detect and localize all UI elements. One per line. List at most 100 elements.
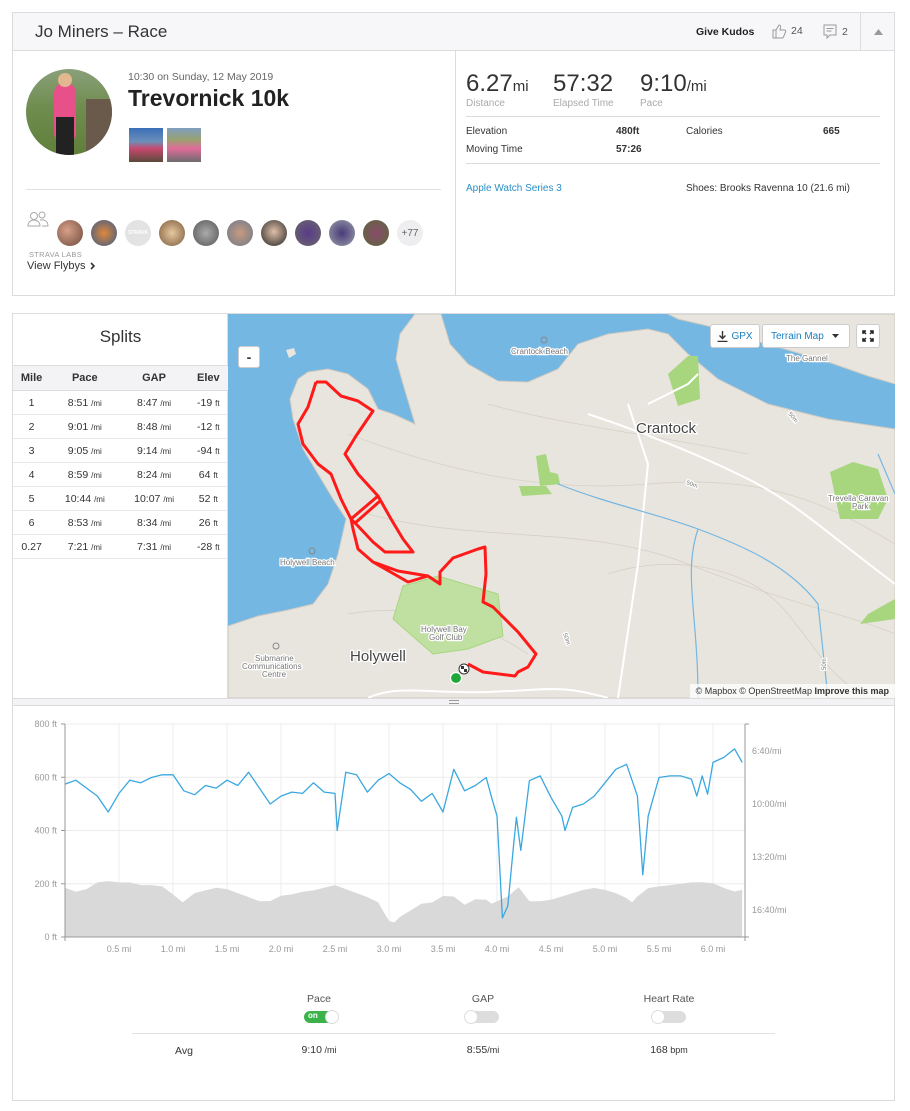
splits-header-gap: GAP — [119, 365, 189, 391]
elevation-pace-chart[interactable]: 0 ft 200 ft 400 ft 600 ft 800 ft 0.5 mi 1.0 mi… — [13, 706, 894, 971]
splits-header-elev: Elev — [188, 365, 228, 391]
split-pace: 8:53 /mi — [50, 510, 120, 535]
resize-handle[interactable] — [13, 698, 894, 706]
group-athlete-avatar[interactable]: STRAVA — [125, 220, 151, 246]
x-tick-label: 2.5 mi — [323, 944, 348, 954]
gap-toggle[interactable] — [464, 1010, 499, 1024]
collapse-button[interactable] — [861, 13, 895, 51]
device-link[interactable]: Apple Watch Series 3 — [466, 183, 562, 194]
split-pace-unit: /mi — [94, 494, 105, 504]
activity-photo[interactable] — [167, 128, 201, 162]
x-tick-label: 0.5 mi — [107, 944, 132, 954]
distance-label: Distance — [466, 98, 505, 109]
moving-time-label: Moving Time — [466, 144, 523, 155]
split-row[interactable]: 6 8:53 /mi 8:34 /mi 26 ft — [13, 510, 228, 535]
group-athlete-avatar[interactable] — [91, 220, 117, 246]
comment-count: 2 — [842, 25, 848, 38]
split-gap-value: 8:47 — [137, 396, 158, 409]
gpx-download-button[interactable]: GPX — [710, 324, 760, 348]
y-right-tick-label: 10:00/mi — [752, 799, 787, 809]
split-mile-value: 5 — [28, 492, 35, 505]
y-left-tick-label: 0 ft — [44, 932, 57, 942]
activity-photo[interactable] — [129, 128, 163, 162]
map-canvas[interactable]: Crantock Beach The Gannel Crantock Treve… — [228, 314, 895, 698]
split-pace: 9:01 /mi — [50, 414, 120, 439]
elevation-label: Elevation — [466, 126, 508, 137]
split-pace-unit: /mi — [91, 518, 102, 528]
group-athlete-avatar[interactable] — [159, 220, 185, 246]
split-elev: 26 ft — [188, 510, 228, 535]
chevron-right-icon — [90, 262, 96, 270]
improve-map-link[interactable]: Improve this map — [814, 686, 889, 696]
split-elev: -28 ft — [188, 534, 228, 559]
pace-label: Pace — [640, 98, 663, 109]
heart-rate-toggle[interactable] — [651, 1010, 686, 1024]
split-gap-value: 9:14 — [137, 444, 158, 457]
split-mile: 4 — [13, 462, 51, 487]
heart-rate-toggle-label: Heart Rate — [643, 993, 695, 1005]
map-label-holywell: Holywell — [350, 648, 406, 665]
pace-toggle[interactable]: on — [304, 1010, 339, 1024]
split-pace: 8:59 /mi — [50, 462, 120, 487]
group-athlete-avatar[interactable] — [227, 220, 253, 246]
more-athletes-button[interactable]: +77 — [397, 220, 423, 246]
map-type-dropdown[interactable]: Terrain Map — [762, 324, 850, 348]
avg-label: Avg — [175, 1045, 193, 1057]
route-line — [296, 380, 538, 678]
fullscreen-button[interactable] — [856, 324, 880, 348]
pace-unit: /mi — [686, 78, 707, 95]
split-mile: 2 — [13, 414, 51, 439]
group-athlete-avatar[interactable] — [363, 220, 389, 246]
split-elev-unit: ft — [215, 446, 220, 456]
map-streams — [557, 453, 895, 698]
comments-button[interactable]: 2 — [823, 24, 848, 39]
split-row[interactable]: 1 8:51 /mi 8:47 /mi -19 ft — [13, 390, 228, 415]
split-row[interactable]: 2 9:01 /mi 8:48 /mi -12 ft — [13, 414, 228, 439]
split-elev-unit: ft — [215, 422, 220, 432]
elapsed-value: 57:32 — [553, 70, 614, 97]
split-gap-value: 7:31 — [137, 540, 158, 553]
split-gap: 8:24 /mi — [119, 462, 189, 487]
distance-value: 6.27 — [466, 70, 513, 97]
give-kudos-button[interactable]: Give Kudos — [696, 26, 755, 38]
x-tick-label: 4.0 mi — [485, 944, 510, 954]
zoom-out-button[interactable]: - — [238, 346, 260, 368]
split-gap-unit: /mi — [160, 542, 172, 552]
activity-header-title: Jo Miners – Race — [35, 22, 168, 41]
split-elev-value: 64 — [198, 468, 211, 481]
view-flybys-link[interactable]: View Flybys — [27, 260, 96, 272]
group-athlete-avatar[interactable] — [261, 220, 287, 246]
split-row[interactable]: 3 9:05 /mi 9:14 /mi -94 ft — [13, 438, 228, 463]
kudos-button[interactable]: 24 — [771, 23, 803, 39]
split-gap: 10:07 /mi — [119, 486, 189, 511]
split-gap: 8:47 /mi — [119, 390, 189, 415]
split-elev-value: 52 — [198, 492, 211, 505]
split-mile-value: 4 — [28, 468, 35, 481]
activity-name: Trevornick 10k — [128, 85, 290, 111]
split-mile: 6 — [13, 510, 51, 535]
athlete-avatar[interactable] — [26, 69, 112, 155]
x-tick-label: 2.0 mi — [269, 944, 294, 954]
group-athlete-avatar[interactable] — [193, 220, 219, 246]
map-contour-label: 50m — [822, 658, 828, 670]
group-athlete-avatar[interactable] — [57, 220, 83, 246]
route-map[interactable]: Crantock Beach The Gannel Crantock Treve… — [228, 314, 895, 698]
divider — [132, 1033, 775, 1034]
split-elev-value: -12 — [197, 420, 213, 433]
split-mile: 0.27 — [13, 534, 51, 559]
group-athlete-avatar[interactable] — [329, 220, 355, 246]
split-row[interactable]: 5 10:44 /mi 10:07 /mi 52 ft — [13, 486, 228, 511]
split-pace: 8:51 /mi — [50, 390, 120, 415]
activity-summary-card: Jo Miners – Race Give Kudos 24 2 10:30 o… — [12, 12, 895, 296]
caret-up-icon — [873, 29, 883, 35]
split-row[interactable]: 4 8:59 /mi 8:24 /mi 64 ft — [13, 462, 228, 487]
map-label-submarine-1: Submarine — [255, 654, 294, 663]
stat-pace: 9:10/mi Pace — [640, 70, 707, 109]
drag-handle-icon — [448, 700, 459, 704]
group-athlete-avatar[interactable] — [295, 220, 321, 246]
strava-labs-label: STRAVA LABS — [29, 250, 83, 259]
split-row[interactable]: 0.27 7:21 /mi 7:31 /mi -28 ft — [13, 534, 228, 559]
split-gap: 8:48 /mi — [119, 414, 189, 439]
strava-badge: STRAVA — [128, 230, 148, 236]
map-land — [228, 314, 895, 698]
